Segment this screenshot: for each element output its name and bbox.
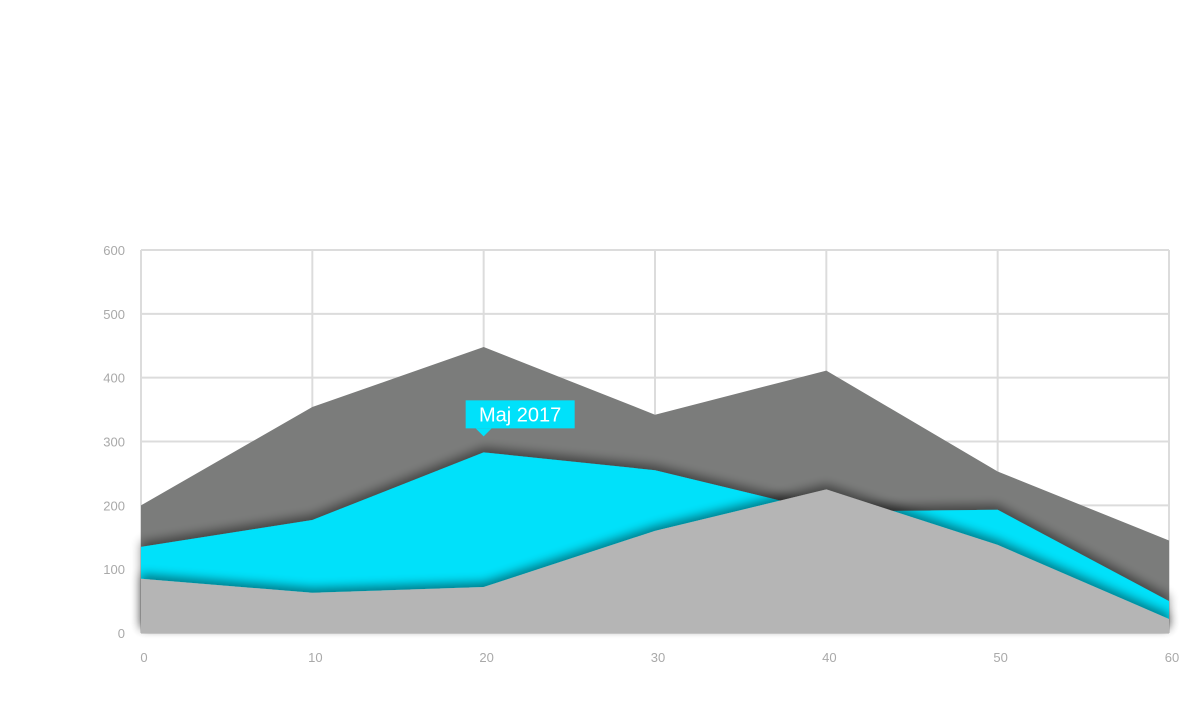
x-tick-label: 0 <box>140 650 147 665</box>
area-series-3 <box>141 489 1169 633</box>
x-tick-label: 20 <box>479 650 493 665</box>
axis-labels: 0 100 200 300 400 500 600 0 10 20 30 40 50 60 <box>103 243 1179 665</box>
y-tick-label: 600 <box>103 243 125 258</box>
tooltip-callout: Maj 2017 <box>465 400 575 437</box>
y-tick-label: 0 <box>118 626 125 641</box>
annotations: Maj 2017 <box>465 400 575 437</box>
y-tick-label: 100 <box>103 562 125 577</box>
x-tick-label: 50 <box>993 650 1007 665</box>
x-tick-label: 60 <box>1165 650 1179 665</box>
y-tick-label: 500 <box>103 307 125 322</box>
y-tick-label: 200 <box>103 498 125 513</box>
x-tick-label: 40 <box>822 650 836 665</box>
plot-areas <box>141 347 1169 633</box>
x-tick-label: 30 <box>651 650 665 665</box>
x-tick-label: 10 <box>308 650 322 665</box>
tooltip-pointer <box>475 428 492 437</box>
tooltip-box <box>465 400 575 429</box>
y-tick-label: 300 <box>103 435 125 450</box>
tooltip-label: Maj 2017 <box>479 404 561 426</box>
y-tick-label: 400 <box>103 371 125 386</box>
